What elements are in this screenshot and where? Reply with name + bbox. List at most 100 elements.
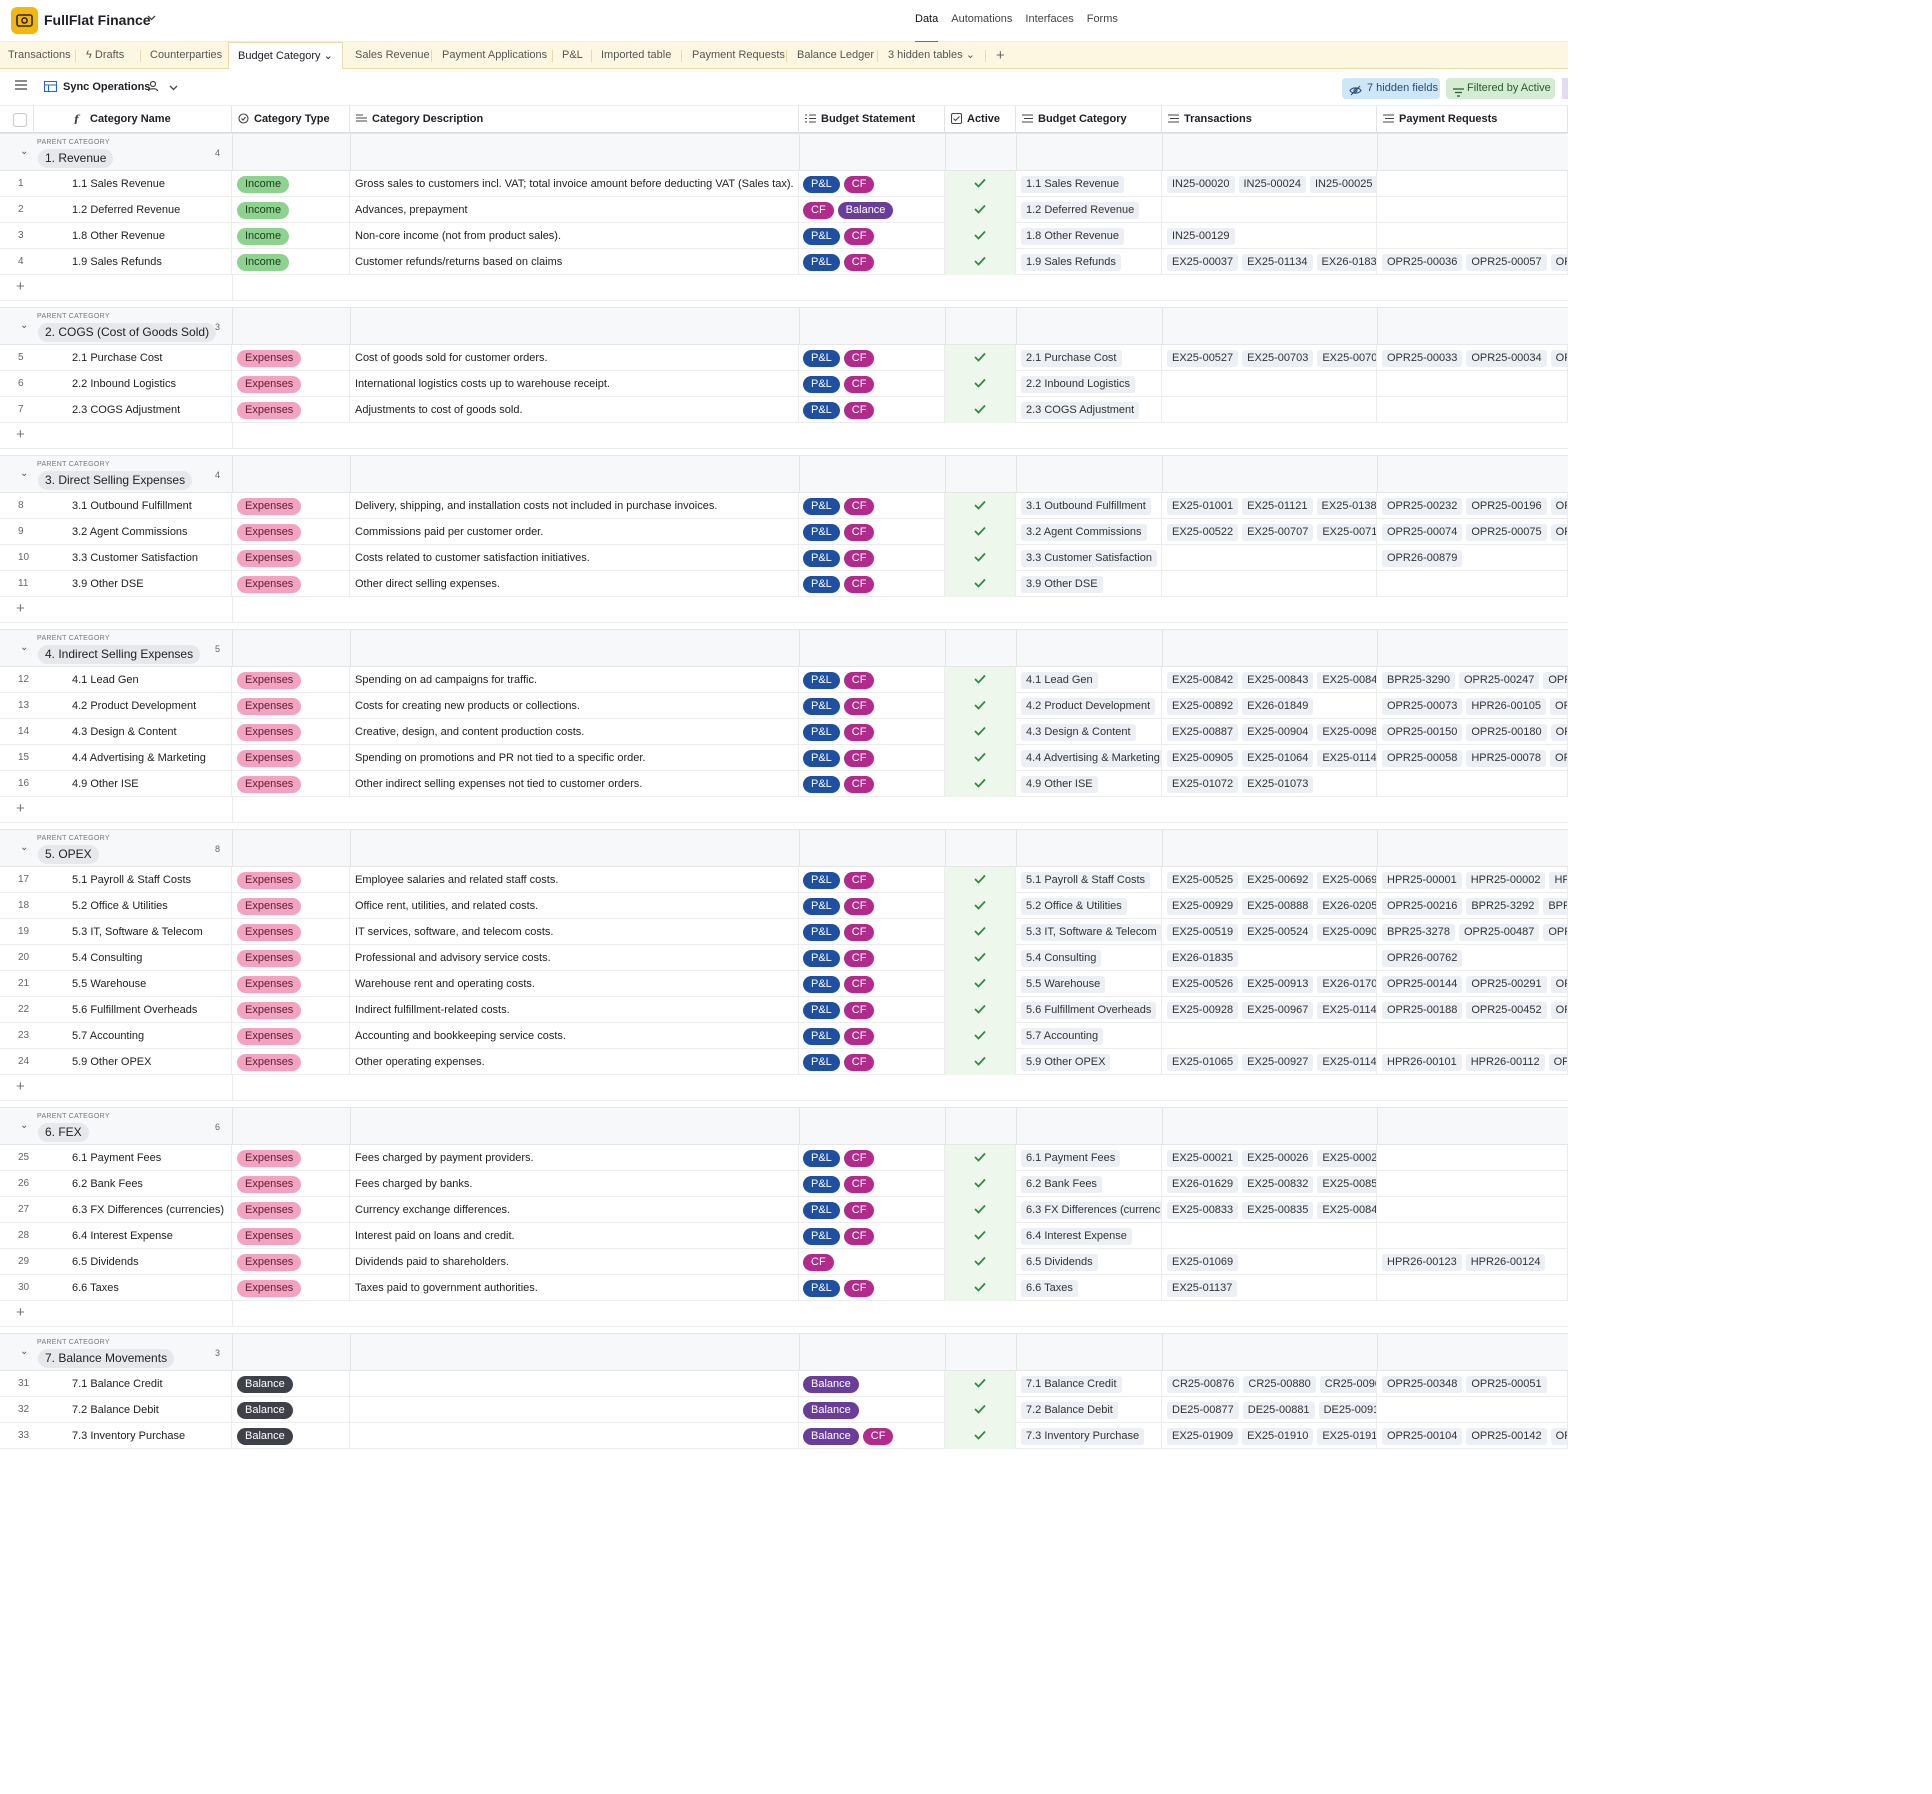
chevron-down-icon[interactable]: ⌄ <box>20 320 29 331</box>
base-name[interactable]: FullFlat Finance <box>44 12 151 28</box>
budget-statement-cell[interactable]: P&L CF <box>799 867 945 893</box>
budget-statement-cell[interactable]: P&L CF <box>799 1171 945 1197</box>
category-description-cell[interactable]: Other operating expenses. <box>350 1049 799 1075</box>
transactions-cell[interactable] <box>1162 571 1377 597</box>
category-description-cell[interactable]: International logistics costs up to ware… <box>350 371 799 397</box>
transactions-cell[interactable]: EX25-01072 EX25-01073 <box>1162 771 1377 797</box>
active-cell[interactable] <box>945 771 1016 797</box>
category-type-cell[interactable]: Expenses <box>232 1049 350 1075</box>
category-name-cell[interactable]: 1.2 Deferred Revenue <box>34 197 232 223</box>
category-name-cell[interactable]: 3.1 Outbound Fulfillment <box>34 493 232 519</box>
table-row[interactable]: 1 1.1 Sales Revenue Income Gross sales to c… <box>0 171 1568 197</box>
budget-category-cell[interactable]: 4.2 Product Development <box>1016 693 1162 719</box>
add-record-icon[interactable]: + <box>16 600 25 617</box>
budget-category-cell[interactable]: 4.1 Lead Gen <box>1016 667 1162 693</box>
budget-category-cell[interactable]: 1.2 Deferred Revenue <box>1016 197 1162 223</box>
budget-statement-cell[interactable]: P&L CF <box>799 667 945 693</box>
category-type-cell[interactable]: Expenses <box>232 345 350 371</box>
column-header-transactions[interactable]: Transactions <box>1162 106 1377 133</box>
column-header-category-type[interactable]: Category Type <box>232 106 350 133</box>
nav-data[interactable]: Data <box>915 13 939 43</box>
transactions-cell[interactable]: EX25-00522 EX25-00707 EX25-00711 <box>1162 519 1377 545</box>
table-row[interactable]: 20 5.4 Consulting Expenses Professional and… <box>0 945 1568 971</box>
add-record-row[interactable]: + <box>0 597 1568 623</box>
add-record-icon[interactable]: + <box>16 800 25 817</box>
payment-requests-cell[interactable] <box>1377 1145 1568 1171</box>
budget-statement-cell[interactable]: P&L CF <box>799 1049 945 1075</box>
category-type-cell[interactable]: Expenses <box>232 919 350 945</box>
category-type-cell[interactable]: Income <box>232 171 350 197</box>
table-row[interactable]: 4 1.9 Sales Refunds Income Customer refunds… <box>0 249 1568 275</box>
category-type-cell[interactable]: Expenses <box>232 1023 350 1049</box>
category-description-cell[interactable]: Accounting and bookkeeping service costs… <box>350 1023 799 1049</box>
active-cell[interactable] <box>945 867 1016 893</box>
category-type-cell[interactable]: Expenses <box>232 1275 350 1301</box>
budget-statement-cell[interactable]: P&L CF <box>799 971 945 997</box>
category-description-cell[interactable] <box>350 1397 799 1423</box>
column-header-active[interactable]: Active <box>945 106 1016 133</box>
transactions-cell[interactable]: EX25-01069 <box>1162 1249 1377 1275</box>
budget-category-cell[interactable]: 7.2 Balance Debit <box>1016 1397 1162 1423</box>
active-cell[interactable] <box>945 1145 1016 1171</box>
active-cell[interactable] <box>945 893 1016 919</box>
table-row[interactable]: 27 6.3 FX Differences (currencies) Expense… <box>0 1197 1568 1223</box>
select-all-checkbox[interactable] <box>13 113 27 127</box>
tab-hidden-tables[interactable]: 3 hidden tables ⌄ <box>888 42 975 69</box>
table-row[interactable]: 32 7.2 Balance Debit Balance Balance 7.2 Bal… <box>0 1397 1568 1423</box>
category-description-cell[interactable]: Other direct selling expenses. <box>350 571 799 597</box>
budget-statement-cell[interactable]: P&L CF <box>799 919 945 945</box>
active-cell[interactable] <box>945 197 1016 223</box>
category-description-cell[interactable]: Dividends paid to shareholders. <box>350 1249 799 1275</box>
category-description-cell[interactable]: Creative, design, and content production… <box>350 719 799 745</box>
category-name-cell[interactable]: 3.2 Agent Commissions <box>34 519 232 545</box>
table-row[interactable]: 16 4.9 Other ISE Expenses Other indirect se… <box>0 771 1568 797</box>
budget-category-cell[interactable]: 1.1 Sales Revenue <box>1016 171 1162 197</box>
category-type-cell[interactable]: Expenses <box>232 571 350 597</box>
add-record-row[interactable]: + <box>0 275 1568 301</box>
budget-category-cell[interactable]: 6.3 FX Differences (currencies <box>1016 1197 1162 1223</box>
active-cell[interactable] <box>945 1197 1016 1223</box>
category-description-cell[interactable]: Office rent, utilities, and related cost… <box>350 893 799 919</box>
add-record-row[interactable]: + <box>0 1075 1568 1101</box>
payment-requests-cell[interactable]: HPR26-00123 HPR26-00124 <box>1377 1249 1568 1275</box>
budget-category-cell[interactable]: 5.5 Warehouse <box>1016 971 1162 997</box>
budget-category-cell[interactable]: 3.9 Other DSE <box>1016 571 1162 597</box>
category-description-cell[interactable]: Taxes paid to government authorities. <box>350 1275 799 1301</box>
budget-category-cell[interactable]: 4.4 Advertising & Marketing <box>1016 745 1162 771</box>
transactions-cell[interactable]: EX25-00892 EX26-01849 <box>1162 693 1377 719</box>
transactions-cell[interactable] <box>1162 1023 1377 1049</box>
tab-drafts[interactable]: ϟ Drafts <box>86 42 124 69</box>
category-type-cell[interactable]: Expenses <box>232 893 350 919</box>
active-cell[interactable] <box>945 1171 1016 1197</box>
category-type-cell[interactable]: Expenses <box>232 1249 350 1275</box>
view-name[interactable]: Sync Operations <box>63 81 151 93</box>
category-name-cell[interactable]: 4.9 Other ISE <box>34 771 232 797</box>
payment-requests-cell[interactable]: OPR26-00879 <box>1377 545 1568 571</box>
category-description-cell[interactable]: Advances, prepayment <box>350 197 799 223</box>
budget-statement-cell[interactable]: P&L CF <box>799 371 945 397</box>
budget-category-cell[interactable]: 5.9 Other OPEX <box>1016 1049 1162 1075</box>
table-row[interactable]: 23 5.7 Accounting Expenses Accounting and b… <box>0 1023 1568 1049</box>
budget-statement-cell[interactable]: P&L CF <box>799 223 945 249</box>
category-name-cell[interactable]: 6.5 Dividends <box>34 1249 232 1275</box>
active-cell[interactable] <box>945 493 1016 519</box>
budget-statement-cell[interactable]: P&L CF <box>799 1023 945 1049</box>
active-cell[interactable] <box>945 571 1016 597</box>
category-description-cell[interactable] <box>350 1371 799 1397</box>
budget-statement-cell[interactable]: P&L CF <box>799 571 945 597</box>
budget-statement-cell[interactable]: Balance CF <box>799 1423 945 1449</box>
category-name-cell[interactable]: 6.2 Bank Fees <box>34 1171 232 1197</box>
category-description-cell[interactable]: Commissions paid per customer order. <box>350 519 799 545</box>
category-type-cell[interactable]: Expenses <box>232 667 350 693</box>
tab-transactions[interactable]: Transactions <box>8 49 71 61</box>
chevron-down-icon[interactable]: ⌄ <box>20 468 29 479</box>
